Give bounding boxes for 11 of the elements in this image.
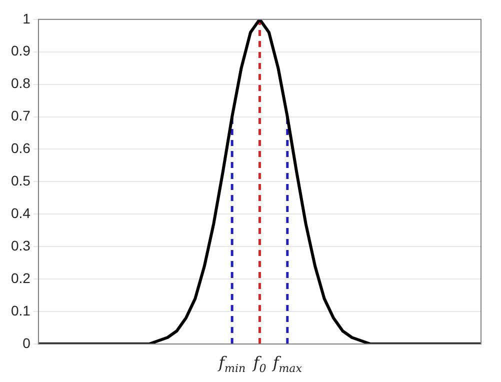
y-tick-label: 0.6 <box>10 140 31 156</box>
y-tick-label: 0.8 <box>10 75 31 92</box>
y-tick-label: 1 <box>22 10 31 26</box>
y-tick-label: 0.4 <box>10 205 31 222</box>
y-tick-label: 0.1 <box>10 302 31 318</box>
y-tick-label: 0.3 <box>10 237 31 254</box>
y-tick-label: 0.7 <box>10 108 31 124</box>
y-tick-label: 0.5 <box>10 172 31 189</box>
y-tick-label: 0.2 <box>10 270 31 286</box>
y-tick-label: 0.9 <box>10 42 31 59</box>
y-tick-label: 0 <box>22 334 31 351</box>
